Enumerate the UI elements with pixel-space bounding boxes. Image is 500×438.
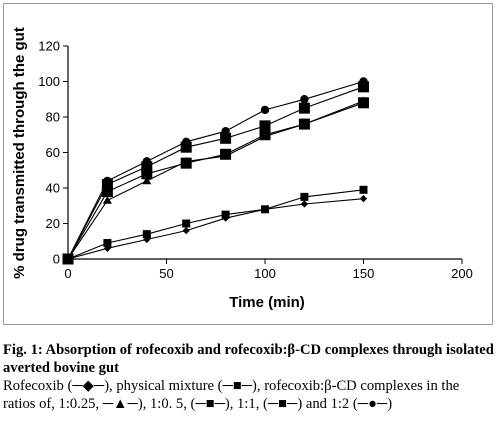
figure-frame: 0 20 40 60 80 100 120 0 50 100 150 200 Time (min) %… <box>3 3 493 325</box>
y-tick-label: 60 <box>46 145 60 160</box>
data-point-square <box>101 186 113 198</box>
data-point-square <box>180 141 192 153</box>
data-point-square <box>298 118 310 130</box>
series-1-2 <box>63 77 368 264</box>
data-point-circle <box>260 105 270 115</box>
data-point-square <box>359 185 368 194</box>
data-point-circle <box>359 77 368 86</box>
series-line <box>67 198 364 260</box>
data-point-circle <box>142 157 151 166</box>
y-tick-label: 100 <box>38 74 60 89</box>
data-point-diamond <box>359 195 368 203</box>
chart-series <box>62 77 369 265</box>
data-point-square <box>220 148 232 160</box>
series-physical-mixture <box>64 185 368 263</box>
data-point-square <box>259 129 271 141</box>
data-point-diamond <box>182 227 190 235</box>
x-tick-label: 200 <box>451 266 473 281</box>
caption-legend-text: Rofecoxib (─◆─), physical mixture (─■─),… <box>3 378 460 412</box>
data-point-square <box>220 132 232 144</box>
data-point-square <box>221 210 230 219</box>
data-point-square <box>103 239 112 248</box>
y-tick-label: 80 <box>46 110 60 125</box>
y-tick-label: 40 <box>46 181 60 196</box>
x-tick-label: 100 <box>254 266 276 281</box>
figure-caption: Fig. 1: Absorption of rofecoxib and rofe… <box>3 341 495 413</box>
caption-title: Fig. 1: Absorption of rofecoxib and rofe… <box>3 342 494 376</box>
data-point-square <box>358 81 369 93</box>
y-axis-title: % drug transmitted through the gut <box>11 27 28 279</box>
series-line <box>67 86 364 260</box>
data-point-square <box>182 219 191 228</box>
data-point-circle <box>221 127 230 136</box>
data-point-square <box>142 230 151 239</box>
y-tick-label: 0 <box>53 252 60 267</box>
data-point-triangle <box>102 195 112 204</box>
data-point-circle <box>300 95 309 104</box>
line-chart: 0 20 40 60 80 100 120 0 50 100 150 200 Time (min) %… <box>11 27 473 311</box>
data-point-square <box>259 120 271 132</box>
y-tick-label: 120 <box>38 39 60 54</box>
data-point-circle <box>182 137 191 147</box>
series-1-1 <box>62 81 369 265</box>
x-axis-title: Time (min) <box>229 294 305 311</box>
data-point-diamond <box>300 200 308 208</box>
y-tick-label: 20 <box>46 216 60 231</box>
x-tick-label: 50 <box>159 266 173 281</box>
data-point-square <box>298 102 310 114</box>
data-point-square <box>261 205 269 214</box>
chart-axes: 0 20 40 60 80 100 120 0 50 100 150 200 <box>38 39 473 282</box>
x-tick-label: 0 <box>64 266 71 281</box>
series-line <box>67 189 364 260</box>
x-tick-label: 150 <box>353 266 375 281</box>
data-point-square <box>358 97 369 109</box>
data-point-square <box>300 192 309 201</box>
data-point-square <box>141 168 153 180</box>
data-point-square <box>180 157 192 169</box>
data-point-square <box>141 161 153 173</box>
data-point-circle <box>63 254 73 264</box>
series-line <box>67 80 364 260</box>
series-line <box>67 102 364 260</box>
data-point-circle <box>103 176 112 186</box>
series-rofecoxib <box>64 195 368 263</box>
data-point-triangle <box>142 176 152 185</box>
